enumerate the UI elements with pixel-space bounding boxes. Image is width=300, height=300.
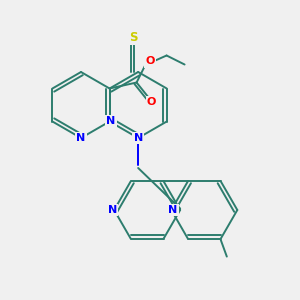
Text: N: N <box>134 133 143 143</box>
Text: N: N <box>76 133 85 143</box>
Text: O: O <box>146 56 155 67</box>
Text: S: S <box>129 31 138 44</box>
Text: O: O <box>147 97 156 107</box>
Text: N: N <box>106 116 116 127</box>
Text: N: N <box>168 205 177 215</box>
Text: N: N <box>108 205 117 215</box>
